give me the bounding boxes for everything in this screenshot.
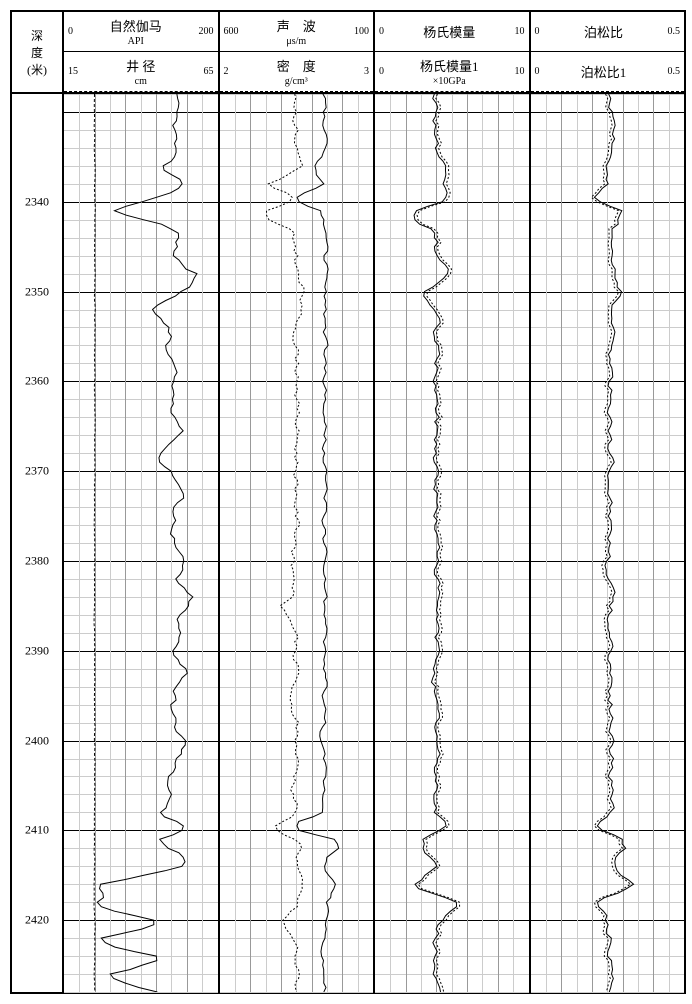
depth-header: 深 度 (米) [12,12,64,92]
depth-tick: 2340 [12,194,62,209]
track3-header: 0 杨氏模量 10 0 杨氏模量1 ×10GPa 10 [375,12,531,92]
youngs1-min: 0 [379,66,384,77]
density-label-row: 2 密 度 g/cm³ 3 [220,52,374,92]
track3 [375,94,531,992]
gamma-label-row: 0 自然伽马 API 200 [64,12,218,52]
caliper-label-row: 15 井 径 cm 65 [64,52,218,92]
depth-tick: 2420 [12,913,62,928]
sonic-name: 声 波 [277,19,316,34]
track1-header: 0 自然伽马 API 200 15 井 径 cm 65 [64,12,220,92]
youngs-max: 10 [514,26,524,37]
youngs-min: 0 [379,26,384,37]
track-body: 2340 2350 2360 2370 2380 2390 2400 2410 2420 [12,94,684,992]
gamma-min: 0 [68,26,73,37]
depth-tick: 2360 [12,374,62,389]
poisson-name: 泊松比 [584,25,623,40]
caliper-unit: cm [135,76,147,87]
poisson1-label-row: 0 泊松比1 0.5 [531,52,685,92]
density-unit: g/cm³ [285,76,308,87]
youngs-label-row: 0 杨氏模量 10 [375,12,529,52]
track4 [531,94,685,992]
density-min: 2 [224,66,229,77]
poisson-label-row: 0 泊松比 0.5 [531,12,685,52]
depth-tick: 2410 [12,823,62,838]
poisson-max: 0.5 [667,26,680,37]
gamma-unit: API [128,36,144,47]
density-max: 3 [364,66,369,77]
caliper-max: 65 [203,66,213,77]
gamma-name: 自然伽马 [110,19,162,34]
depth-label-1: 深 [31,27,43,44]
depth-tick: 2370 [12,464,62,479]
depth-column: 2340 2350 2360 2370 2380 2390 2400 2410 2420 [12,94,64,992]
depth-tick: 2400 [12,733,62,748]
track2-header: 600 声 波 μs/m 100 2 密 度 g/cm³ 3 [220,12,376,92]
well-log-display: 深 度 (米) 0 自然伽马 API 200 15 井 径 cm 65 [10,10,686,994]
depth-label-unit: (米) [27,61,47,78]
caliper-name: 井 径 [126,59,155,74]
depth-tick: 2380 [12,553,62,568]
sonic-max: 100 [354,26,369,37]
poisson1-max: 0.5 [667,66,680,77]
track1 [64,94,220,992]
depth-tick: 2390 [12,643,62,658]
youngs1-name: 杨氏模量1 [420,59,479,74]
sonic-min: 600 [224,26,239,37]
gamma-max: 200 [198,26,213,37]
sonic-unit: μs/m [286,36,306,47]
youngs-name: 杨氏模量 [423,25,475,40]
youngs1-max: 10 [514,66,524,77]
poisson-min: 0 [535,26,540,37]
youngs1-label-row: 0 杨氏模量1 ×10GPa 10 [375,52,529,92]
poisson1-min: 0 [535,66,540,77]
sonic-label-row: 600 声 波 μs/m 100 [220,12,374,52]
caliper-min: 15 [68,66,78,77]
header-row: 深 度 (米) 0 自然伽马 API 200 15 井 径 cm 65 [12,12,684,94]
youngs1-unit: ×10GPa [433,76,466,87]
track4-header: 0 泊松比 0.5 0 泊松比1 0.5 [531,12,685,92]
density-name: 密 度 [277,59,316,74]
depth-tick: 2350 [12,284,62,299]
poisson1-name: 泊松比1 [581,65,627,80]
track2 [220,94,376,992]
depth-label-2: 度 [31,44,43,61]
